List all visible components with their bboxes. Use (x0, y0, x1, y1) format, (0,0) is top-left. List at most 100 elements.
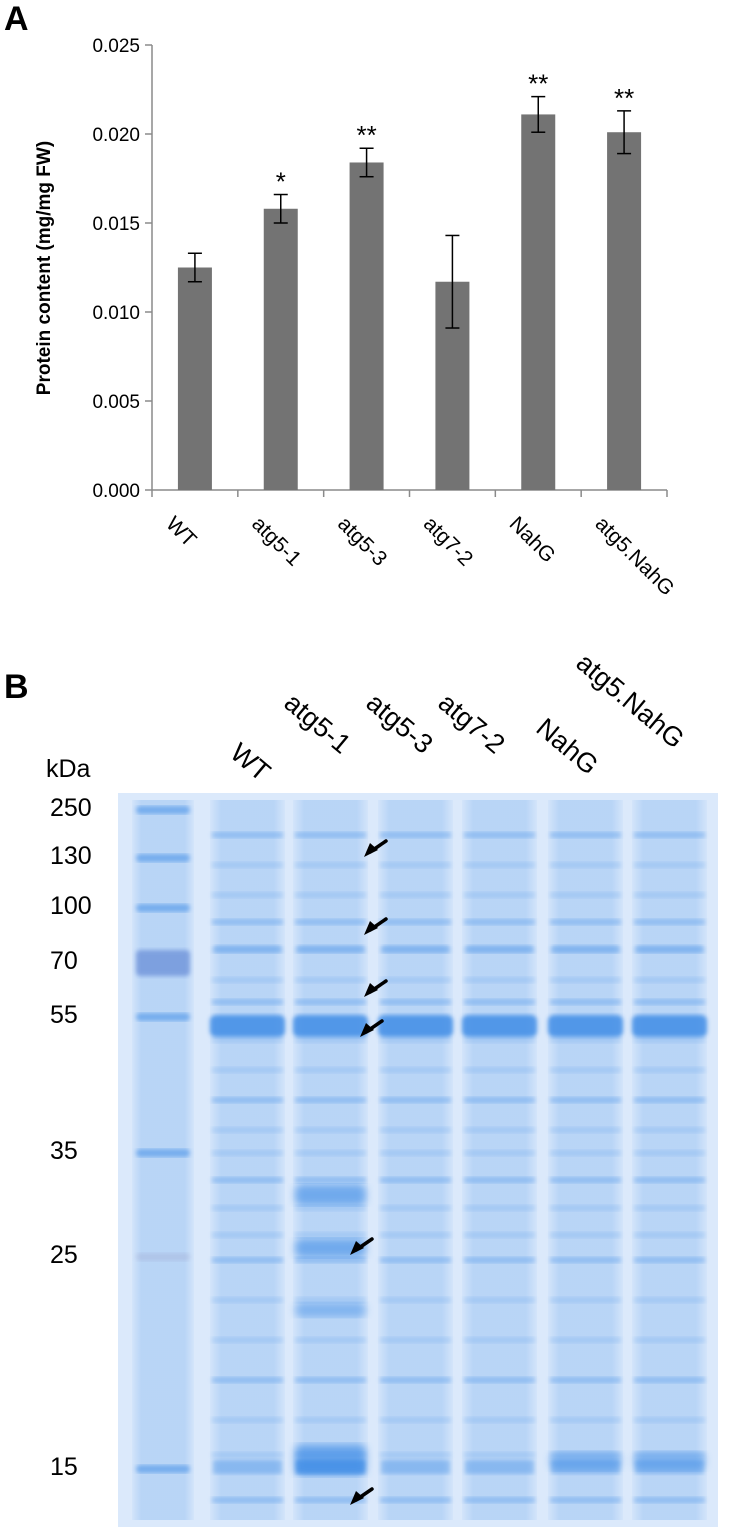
gel-band (550, 1377, 621, 1383)
sample-lane (210, 800, 285, 1520)
gel-band (212, 832, 283, 838)
gel-band (212, 1232, 283, 1238)
gel-band (550, 919, 621, 925)
ladder-band (136, 950, 190, 976)
gel-band (634, 1497, 705, 1503)
gel-band (212, 1377, 283, 1383)
y-tick-label: 0.025 (92, 36, 140, 57)
ladder-band (136, 1465, 190, 1473)
gel-band (212, 1205, 283, 1211)
gel-band (295, 1417, 366, 1423)
gel-band (634, 1257, 705, 1263)
gel-band (212, 977, 283, 983)
gel-band (380, 862, 451, 868)
gel-band (212, 1337, 283, 1343)
gel-band (550, 1067, 621, 1073)
marker-label: 25 (50, 1241, 78, 1269)
gel-band (634, 1205, 705, 1211)
gel-band (634, 1067, 705, 1073)
gel-band (295, 1337, 366, 1343)
gel-band (380, 1037, 451, 1043)
gel-band (464, 1232, 535, 1238)
gel-band (295, 862, 366, 868)
x-tick-label: atg7-2 (419, 512, 477, 570)
sample-lane (548, 800, 623, 1520)
gel-band (634, 862, 705, 868)
gel-band (295, 1205, 366, 1211)
x-tick-label: NahG (505, 512, 560, 567)
gel-band (550, 1177, 621, 1183)
gel-band (212, 1127, 283, 1133)
ladder-band (136, 904, 190, 912)
gel-band (464, 1067, 535, 1073)
x-tick-label: atg5-3 (333, 512, 391, 570)
gel-band (634, 1037, 705, 1043)
arrow-icon (364, 917, 388, 935)
gel-band (380, 1377, 451, 1383)
gel-band (550, 1037, 621, 1043)
gel-band (380, 1150, 451, 1156)
gel-band (295, 1127, 366, 1133)
gel-band-accumulated (295, 1445, 366, 1475)
ladder-lane (132, 800, 194, 1520)
gel-band (550, 1297, 621, 1303)
gel-band (212, 862, 283, 868)
marker-label: 250 (50, 794, 92, 822)
gel-band (380, 977, 451, 983)
bar-chart: 0.000 0.005 0.010 0.015 0.020 0.025 WT * atg5-1 *… (34, 36, 679, 600)
panel-b-label: B (4, 668, 29, 706)
gel-band (464, 1337, 535, 1343)
gel-band (212, 999, 283, 1005)
x-tick-label: atg5.NahG (591, 512, 679, 600)
arrow-icon (364, 839, 388, 857)
gel-band (381, 1460, 450, 1474)
chart-axes (145, 44, 668, 497)
gel-band (380, 1205, 451, 1211)
gel-band (380, 892, 451, 898)
gel-band-major (210, 1015, 285, 1037)
gel-band (552, 945, 619, 953)
gel-band (212, 1097, 283, 1103)
gel-band (634, 1177, 705, 1183)
gel-band (464, 1037, 535, 1043)
gel-band (550, 1417, 621, 1423)
gel-band (380, 1067, 451, 1073)
significance-marker: ** (528, 69, 548, 99)
gel-band (464, 1497, 535, 1503)
gel-band (380, 1337, 451, 1343)
gel-band (212, 1150, 283, 1156)
gel-band (550, 1257, 621, 1263)
y-tick-label: 0.000 (92, 481, 140, 502)
significance-marker: ** (614, 83, 634, 113)
gel-band (214, 945, 281, 953)
gel-band-major (378, 1015, 453, 1037)
sample-lane (293, 800, 368, 1520)
gel-band (634, 1127, 705, 1133)
sample-lane (632, 800, 707, 1520)
arrow-icon (360, 1019, 384, 1037)
gel-band (212, 1452, 283, 1458)
gel-band (295, 1497, 366, 1503)
gel-band (295, 1297, 366, 1303)
gel-band (212, 1297, 283, 1303)
gel-band (464, 999, 535, 1005)
sample-lane (378, 800, 453, 1520)
gel-band-major (548, 1015, 623, 1037)
gel-band (380, 832, 451, 838)
gel-band (636, 945, 703, 953)
gel-band (295, 1150, 366, 1156)
chart-error-bars (187, 95, 632, 329)
gel-band (295, 1037, 366, 1043)
gel-band (295, 999, 366, 1005)
gel-band (295, 832, 366, 838)
gel-band-accumulated (295, 1185, 366, 1205)
gel-band (295, 892, 366, 898)
gel-band (380, 999, 451, 1005)
gel-band (634, 892, 705, 898)
gel-band (634, 999, 705, 1005)
gel-band (634, 1097, 705, 1103)
panel-a-label: A (4, 0, 29, 38)
y-tick-label: 0.020 (92, 125, 140, 146)
gel-band (382, 945, 449, 953)
marker-label: 15 (50, 1453, 78, 1481)
